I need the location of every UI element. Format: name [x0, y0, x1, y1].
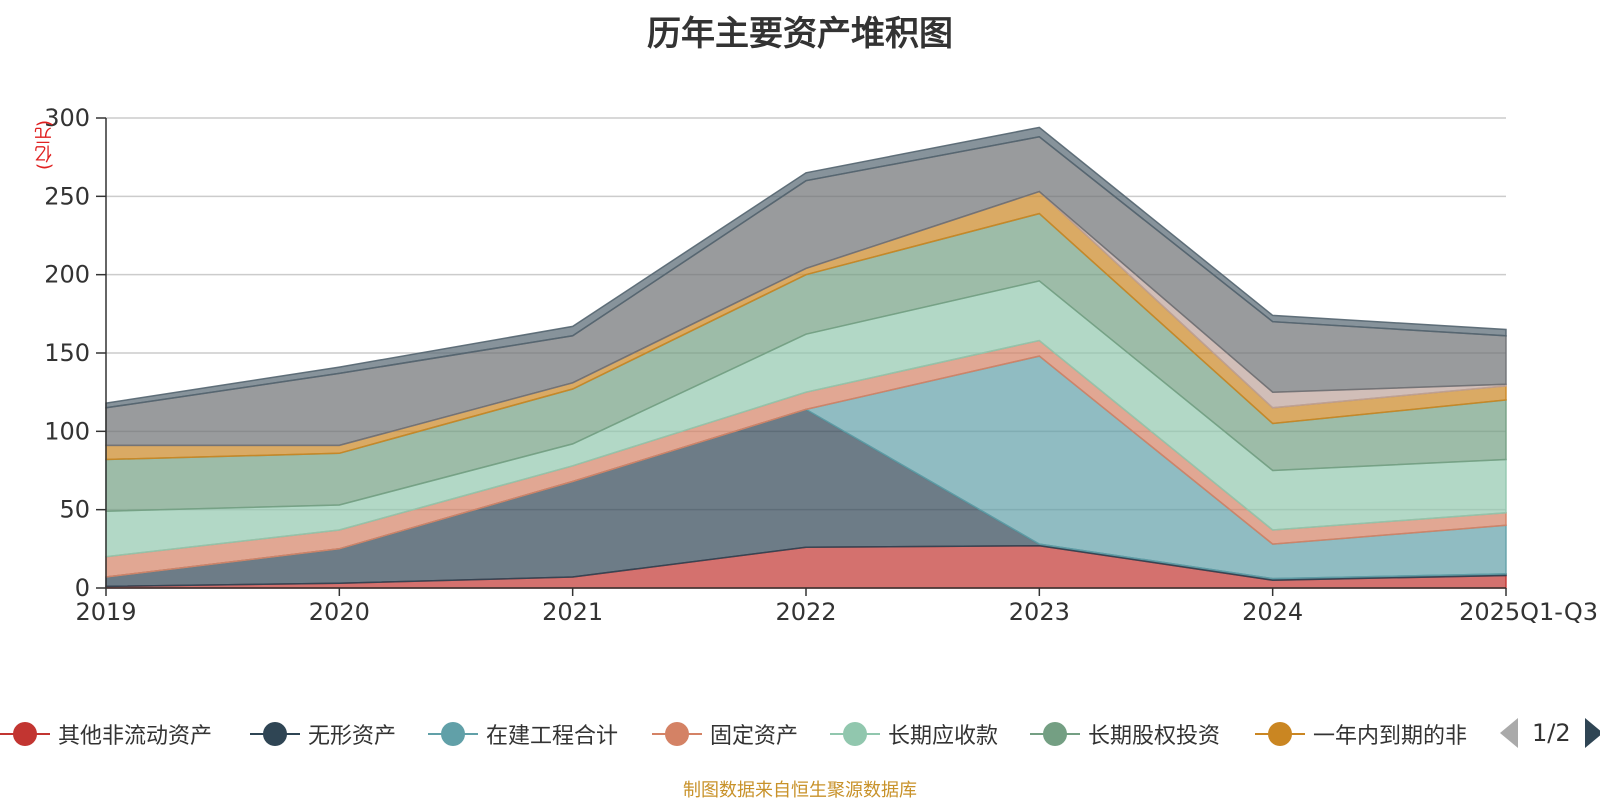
legend-item[interactable]: 一年内到期的非	[1255, 716, 1467, 752]
legend-item[interactable]: 长期股权投资	[1030, 716, 1220, 752]
legend-marker-icon	[1255, 719, 1305, 749]
legend-label: 在建工程合计	[486, 724, 619, 749]
legend-item[interactable]: 固定资产	[652, 716, 798, 752]
x-tick-label: 2022	[775, 598, 836, 626]
x-tick-label: 2019	[75, 598, 136, 626]
legend-marker-icon	[652, 719, 702, 749]
y-axis-unit-label: (亿元)	[34, 120, 55, 171]
source-note: 制图数据来自恒生聚源数据库	[683, 780, 917, 801]
legend-prev-page-icon[interactable]	[1500, 718, 1518, 748]
legend-label: 固定资产	[710, 724, 799, 749]
legend-label: 其他非流动资产	[58, 724, 213, 749]
legend-marker-icon	[1030, 719, 1080, 749]
chart-title: 历年主要资产堆积图	[647, 14, 953, 54]
legend-item[interactable]: 长期应收款	[830, 716, 998, 752]
y-tick-label: 200	[44, 261, 90, 289]
y-tick-label: 300	[44, 104, 90, 132]
legend-marker-icon	[250, 719, 300, 749]
legend-item[interactable]: 在建工程合计	[428, 716, 618, 752]
x-tick-label: 2023	[1009, 598, 1070, 626]
y-tick-label: 250	[44, 182, 90, 210]
legend-label: 长期股权投资	[1088, 724, 1221, 749]
legend-next-page-icon[interactable]	[1584, 718, 1600, 748]
area-合计	[105, 126, 1507, 409]
legend-item[interactable]: 其他非流动资产	[0, 716, 212, 752]
y-tick-label: 0	[75, 574, 90, 602]
legend-marker-icon	[428, 719, 478, 749]
legend-marker-icon	[0, 719, 50, 749]
legend-label: 一年内到期的非	[1313, 724, 1468, 749]
legend-item[interactable]: 无形资产	[250, 716, 396, 752]
x-tick-label: 2020	[309, 598, 370, 626]
x-tick-label: 2025Q1-Q3	[1459, 598, 1598, 626]
x-tick-label: 2024	[1242, 598, 1303, 626]
legend-page-indicator: 1/2	[1532, 719, 1571, 747]
axes: 0 50 100 150 200 250 300 2019 2020 2021 2022 2023 20…	[44, 104, 1598, 626]
legend-marker-icon	[830, 719, 880, 749]
y-tick-label: 150	[44, 339, 90, 367]
y-tick-label: 100	[44, 417, 90, 445]
legend-label: 长期应收款	[888, 724, 999, 749]
legend: 其他非流动资产 无形资产 在建工程合计 固定资产 长期应收款 长期股权投资 一年内到期的非	[0, 716, 1600, 756]
y-tick-label: 50	[59, 496, 90, 524]
area-series	[105, 126, 1507, 589]
legend-label: 无形资产	[308, 724, 397, 749]
legend-pager: 1/2	[1500, 718, 1600, 748]
x-tick-label: 2021	[542, 598, 603, 626]
